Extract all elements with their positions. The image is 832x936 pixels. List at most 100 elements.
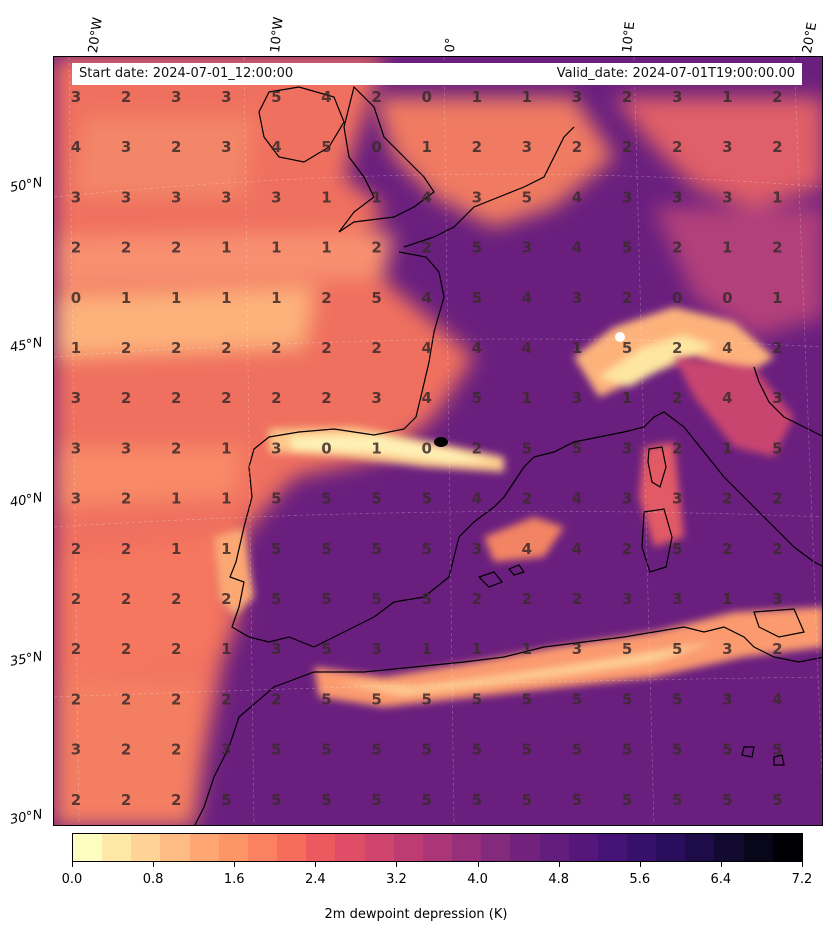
grid-value-label: 3 (572, 389, 582, 407)
grid-value-label: 3 (572, 640, 582, 658)
grid-value-label: 5 (371, 540, 381, 558)
grid-value-label: 5 (772, 741, 782, 759)
grid-value-label: 1 (221, 239, 231, 257)
colorbar-swatch (656, 834, 686, 861)
colorbar-swatch (218, 834, 248, 861)
grid-value-label: 5 (472, 239, 482, 257)
grid-value-label: 4 (421, 289, 431, 307)
colorbar-swatch (335, 834, 365, 861)
grid-value-label: 2 (71, 640, 81, 658)
map-panel[interactable]: 3 2 3 3 5 4 2 0 1 1 3 2 3 1 2 4 3 2 3 4 5 0 1 2 3 2 2 2 3 2 3 3 3 3 3 1 1 4 3 5… (53, 56, 823, 826)
grid-value-label: 3 (71, 490, 81, 508)
grid-value-label: 2 (371, 339, 381, 357)
colorbar-swatch (685, 834, 715, 861)
grid-value-label: 1 (722, 88, 732, 106)
grid-value-label: 2 (321, 289, 331, 307)
colorbar-swatch (160, 834, 190, 861)
colorbar-swatch (277, 834, 307, 861)
grid-value-label: 4 (472, 490, 482, 508)
grid-value-label: 3 (722, 188, 732, 206)
colorbar-label: 2m dewpoint depression (K) (324, 907, 508, 922)
colorbar-swatch (73, 834, 103, 861)
grid-value-label: 3 (622, 490, 632, 508)
grid-value-label: 2 (121, 640, 131, 658)
grid-value-label: 2 (171, 138, 181, 156)
grid-value-label: 2 (622, 289, 632, 307)
grid-value-label: 2 (321, 389, 331, 407)
colorbar-swatch (247, 834, 278, 861)
grid-value-label: 5 (622, 339, 632, 357)
northern-moist-field (374, 97, 822, 337)
grid-value-label: 2 (171, 741, 181, 759)
grid-value-label: 3 (171, 188, 181, 206)
grid-value-label: 3 (672, 590, 682, 608)
grid-value-label: 2 (121, 791, 131, 809)
grid-value-label: 2 (121, 741, 131, 759)
grid-value-label: 5 (321, 791, 331, 809)
grid-value-label: 1 (321, 188, 331, 206)
coastlines (194, 85, 822, 825)
grid-value-label: 2 (772, 640, 782, 658)
grid-value-label: 2 (221, 590, 231, 608)
grid-value-label: 5 (371, 741, 381, 759)
grid-value-label: 2 (121, 490, 131, 508)
grid-value-label: 3 (221, 188, 231, 206)
grid-value-label: 4 (71, 138, 81, 156)
grid-value-label: 2 (772, 138, 782, 156)
grid-value-label: 5 (321, 690, 331, 708)
latitude-label-50n: 50°N (8, 175, 44, 196)
longitude-label-20w: 20°W (86, 16, 106, 55)
latitude-label-40n: 40°N (8, 490, 44, 511)
grid-value-label: 0 (71, 289, 81, 307)
grid-value-label: 2 (121, 690, 131, 708)
grid-value-label: 2 (171, 791, 181, 809)
grid-value-label: 2 (672, 239, 682, 257)
grid-value-label: 2 (171, 389, 181, 407)
colorbar (72, 833, 803, 862)
grid-value-label: 5 (321, 540, 331, 558)
grid-value-label: 3 (472, 540, 482, 558)
grid-value-label: 1 (522, 640, 532, 658)
grid-value-label: 2 (71, 791, 81, 809)
grid-value-label: 2 (622, 540, 632, 558)
mediterranean-coast-field (214, 357, 822, 707)
grid-value-label: 3 (71, 741, 81, 759)
grid-value-label: 2 (171, 239, 181, 257)
grid-value-label: 2 (522, 490, 532, 508)
grid-value-label: 5 (271, 590, 281, 608)
pyrenees-field (269, 427, 504, 472)
grid-value-label: 4 (522, 289, 532, 307)
grid-value-label: 3 (622, 590, 632, 608)
grid-value-label: 5 (722, 791, 732, 809)
colorbar-tick-label: 4.0 (467, 872, 488, 887)
colorbar-tick-label: 6.4 (710, 872, 732, 887)
colorbar-swatch (131, 834, 161, 861)
grid-value-label: 5 (522, 791, 532, 809)
grid-value-label: 5 (271, 791, 281, 809)
grid-value-label: 0 (421, 88, 431, 106)
colorbar-tickmark (639, 862, 641, 867)
grid-value-label: 5 (622, 791, 632, 809)
grid-value-label: 3 (522, 239, 532, 257)
grid-value-label: 3 (672, 188, 682, 206)
grid-value-label: 4 (572, 188, 582, 206)
grid-value-label: 5 (472, 791, 482, 809)
latitude-label-45n: 45°N (8, 335, 44, 356)
grid-value-label: 3 (772, 590, 782, 608)
grid-value-label: 3 (672, 88, 682, 106)
grid-value-label: 2 (622, 138, 632, 156)
grid-value-label: 3 (71, 88, 81, 106)
grid-value-label: 2 (772, 239, 782, 257)
grid-value-label: 2 (121, 590, 131, 608)
grid-value-label: 3 (722, 640, 732, 658)
grid-value-label: 2 (672, 138, 682, 156)
grid-value-label: 2 (772, 339, 782, 357)
grid-value-label: 3 (171, 88, 181, 106)
colorbar-swatch (714, 834, 744, 861)
grid-value-label: 4 (421, 188, 431, 206)
grid-value-label: 2 (71, 540, 81, 558)
colorbar-tickmark (720, 862, 722, 867)
grid-value-label: 2 (221, 690, 231, 708)
grid-value-label: 5 (622, 741, 632, 759)
grid-value-label: 5 (672, 791, 682, 809)
